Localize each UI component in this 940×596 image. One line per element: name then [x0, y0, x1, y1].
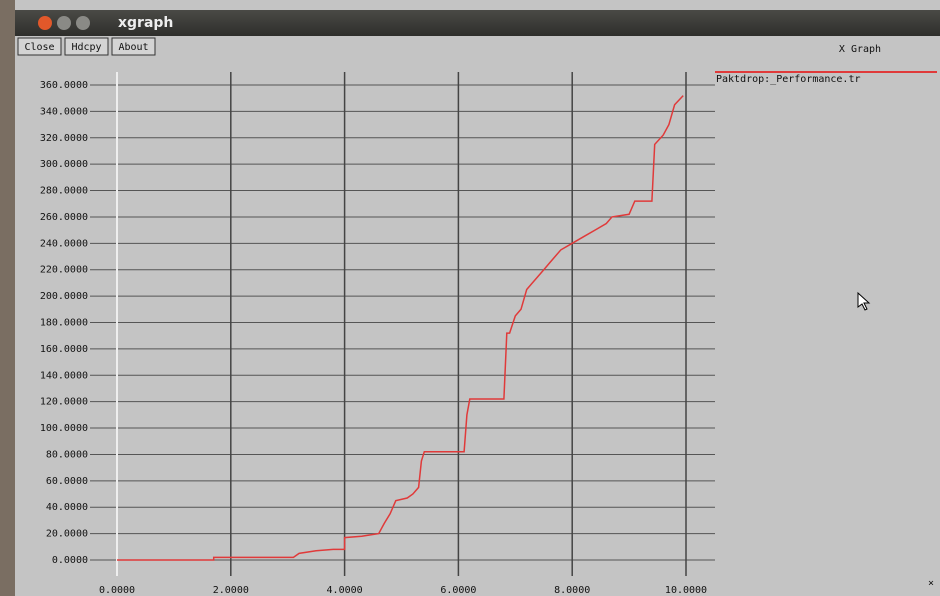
y-tick-label: 40.0000: [46, 502, 88, 513]
legend-label: Paktdrop:_Performance.tr: [716, 74, 861, 85]
x-tick-label: 6.0000: [440, 585, 476, 596]
min-dot[interactable]: [57, 16, 71, 30]
y-tick-label: 120.0000: [40, 397, 88, 408]
title-bar: [15, 10, 940, 36]
desktop-edge: [0, 0, 15, 596]
y-tick-label: 300.0000: [40, 159, 88, 170]
y-tick-label: 260.0000: [40, 212, 88, 223]
button[interactable]: [64, 37, 109, 56]
button-label[interactable]: Close: [24, 42, 54, 53]
y-tick-label: 340.0000: [40, 106, 88, 117]
y-tick-label: 80.0000: [46, 449, 88, 460]
y-tick-label: 240.0000: [40, 238, 88, 249]
y-tick-label: 280.0000: [40, 186, 88, 197]
y-tick-label: 200.0000: [40, 291, 88, 302]
x-tick-label: 0.0000: [99, 585, 135, 596]
y-tick-label: 320.0000: [40, 133, 88, 144]
y-tick-label: 220.0000: [40, 265, 88, 276]
y-tick-label: 180.0000: [40, 318, 88, 329]
x-tick-label: 4.0000: [327, 585, 363, 596]
y-tick-label: 360.0000: [40, 80, 88, 91]
data-line: [117, 95, 684, 561]
x-tick-label: 10.0000: [665, 585, 707, 596]
y-tick-label: 160.0000: [40, 344, 88, 355]
graph-label: X Graph: [839, 44, 881, 55]
x-tick-label: 8.0000: [554, 585, 590, 596]
x-tick-label: 2.0000: [213, 585, 249, 596]
y-tick-label: 20.0000: [46, 529, 88, 540]
y-tick-label: 0.0000: [52, 555, 88, 566]
corner-mark: ×: [928, 578, 934, 589]
y-tick-label: 60.0000: [46, 476, 88, 487]
y-tick-label: 100.0000: [40, 423, 88, 434]
button[interactable]: [111, 37, 156, 56]
button[interactable]: [17, 37, 62, 56]
y-tick-label: 140.0000: [40, 370, 88, 381]
max-dot[interactable]: [76, 16, 90, 30]
window-title: xgraph: [118, 15, 173, 31]
button-label[interactable]: Hdcpy: [71, 42, 101, 53]
close-dot[interactable]: [38, 16, 52, 30]
cursor: [857, 291, 871, 311]
button-label[interactable]: About: [118, 42, 148, 53]
